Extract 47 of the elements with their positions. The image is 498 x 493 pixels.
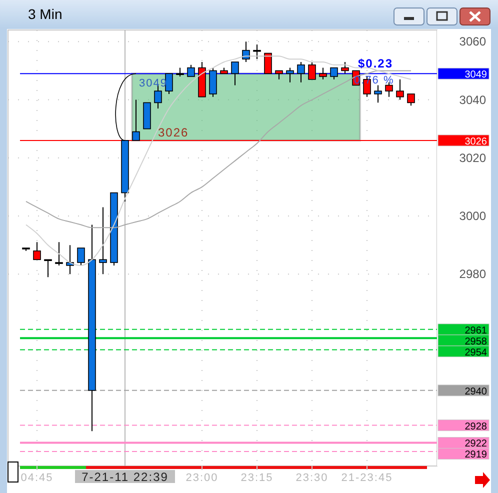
candlestick: [66, 244, 74, 275]
candlestick: [264, 52, 272, 74]
ref-line-label: 2928: [464, 421, 488, 432]
candlestick: [319, 67, 327, 80]
annotation: 3026: [158, 125, 189, 140]
x-tick-label: 04:45: [20, 472, 54, 484]
y-tick-label: 3040: [459, 92, 486, 107]
x-tick-label: 21-23:45: [341, 472, 393, 484]
x-tick-label: 23:00: [186, 472, 218, 484]
candlestick: [231, 61, 239, 86]
candlestick: [33, 242, 41, 260]
candlestick: [374, 84, 382, 104]
ref-line-label: 2919: [464, 450, 488, 461]
candlestick: [407, 93, 415, 106]
candlestick: [242, 41, 250, 62]
candlestick: [286, 67, 294, 83]
candlestick: [341, 61, 349, 74]
candlestick: [55, 242, 63, 266]
ref-line-label: 3049: [464, 70, 488, 81]
y-tick-label: 3020: [459, 150, 486, 165]
y-tick-label: 3060: [459, 34, 486, 49]
x-tick-label: 7-21-11 22:39: [82, 470, 168, 484]
candlestick: [297, 61, 305, 83]
ref-line-label: 2954: [464, 347, 488, 358]
candlestick: [187, 64, 195, 78]
x-tick-label: 23:30: [296, 472, 328, 484]
candlestick: [330, 67, 338, 80]
ref-line-label: 3026: [464, 136, 488, 148]
ref-line-label: 2961: [464, 325, 488, 336]
annotation: 0.76 %: [354, 74, 394, 87]
y-tick-label: 3000: [459, 209, 486, 224]
candlestick: [44, 259, 52, 278]
candlestick: [77, 248, 85, 266]
line-series: [26, 70, 412, 228]
x-tick-label: 23:15: [240, 472, 274, 484]
candlestick: [165, 73, 173, 94]
y-tick-label: 2980: [459, 267, 486, 282]
candlestick: [396, 78, 404, 100]
candlestick: [308, 61, 316, 80]
candlestick: [209, 67, 217, 98]
ref-line-label: 2958: [464, 336, 488, 348]
ref-line-label: 2940: [464, 386, 488, 398]
candlestick: [132, 99, 140, 141]
ref-line-label: 2922: [464, 438, 488, 450]
chart-title: 3 Min: [28, 6, 62, 22]
annotation: $0.23: [358, 56, 394, 71]
candlestick: [99, 206, 107, 275]
